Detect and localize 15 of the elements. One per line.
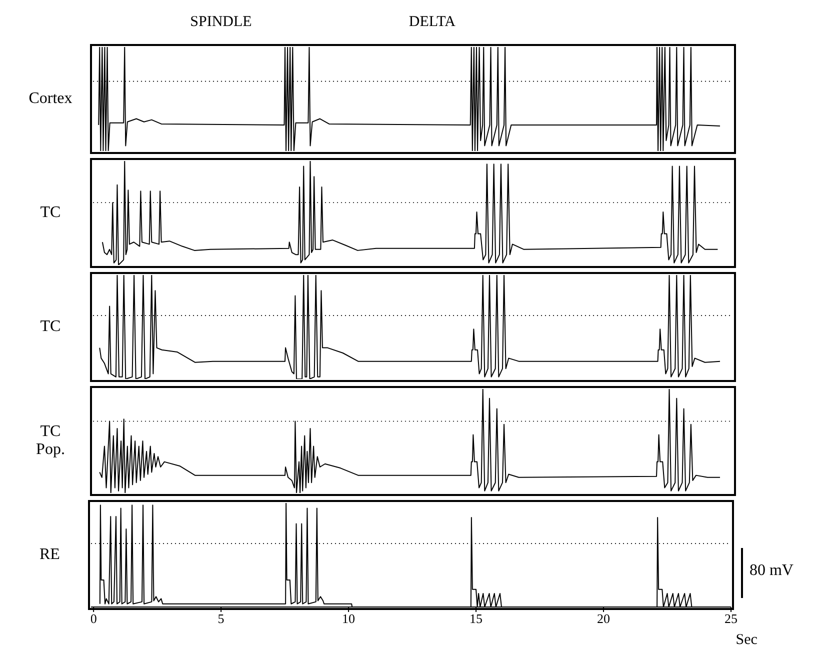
y-axis-title: TC xyxy=(40,204,61,222)
y-axis-title: RE xyxy=(40,546,60,564)
x-tick-label: 20 xyxy=(597,611,610,626)
text: SPINDLE xyxy=(190,14,252,31)
x-tick-label: 25 xyxy=(724,611,738,626)
x-tick-label: 5 xyxy=(218,611,225,626)
y-axis-title: TC xyxy=(40,318,61,336)
y-axis-title: TC Pop. xyxy=(36,423,65,459)
x-tick-label: 0 xyxy=(90,611,98,626)
text: 80 mV xyxy=(749,562,794,580)
x-tick-label: 15 xyxy=(470,611,483,626)
x-tick-label: 10 xyxy=(342,611,356,626)
y-axis-title: Cortex xyxy=(28,90,72,108)
x-axis-title: Sec xyxy=(736,632,758,649)
text: DELTA xyxy=(408,14,456,31)
